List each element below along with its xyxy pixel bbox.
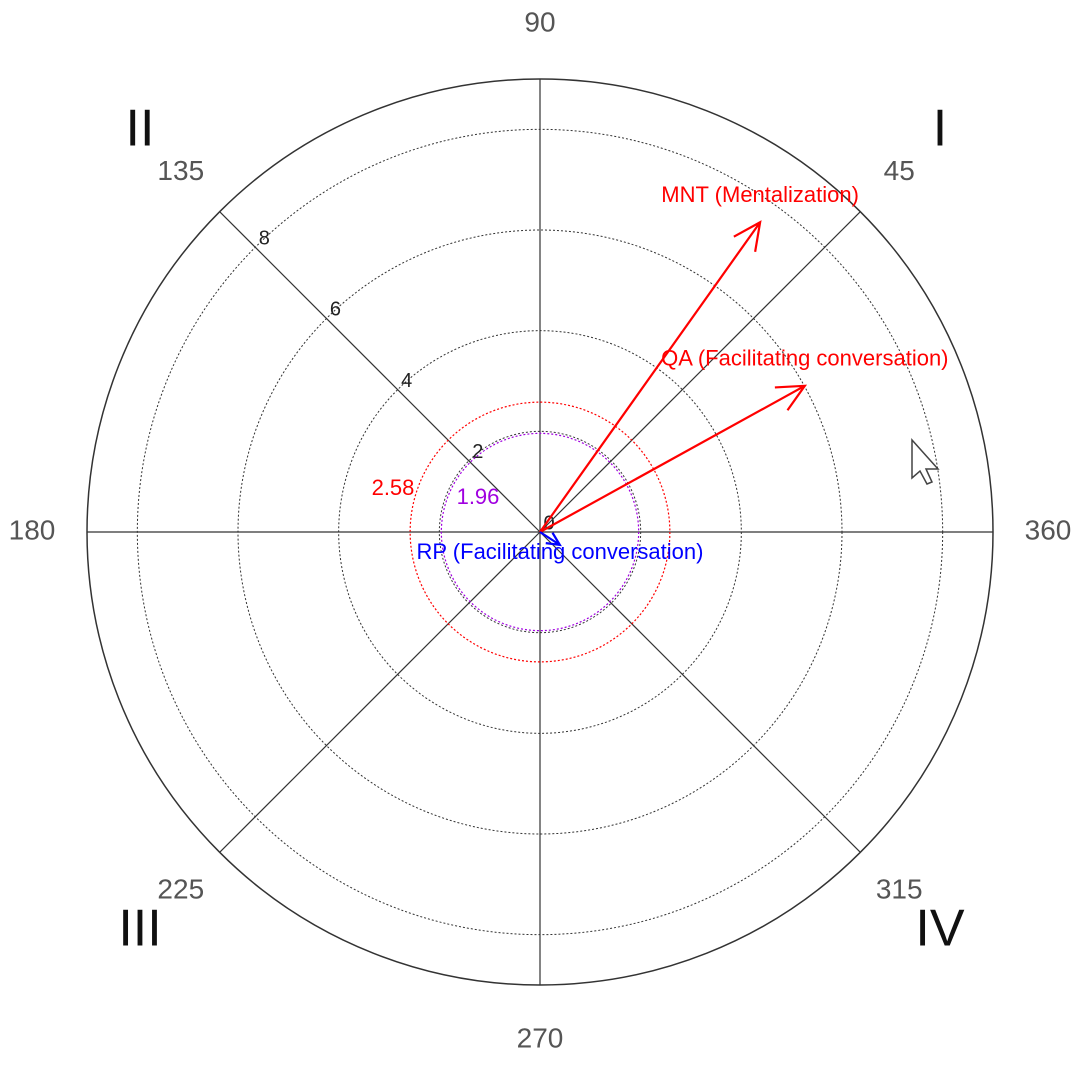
- angle-label: 45: [884, 155, 915, 186]
- r-tick-label: 6: [330, 299, 341, 321]
- quadrant-label: III: [118, 900, 161, 958]
- cursor: [911, 438, 940, 485]
- threshold-ring: [409, 401, 671, 663]
- spoke: [539, 211, 861, 533]
- r-tick-label: 4: [401, 370, 412, 392]
- quadrant-label: II: [126, 100, 155, 158]
- vector-arrow: [539, 384, 808, 533]
- angle-label: 90: [524, 6, 555, 37]
- threshold-label: 1.96: [457, 484, 500, 509]
- spoke: [219, 211, 541, 533]
- angle-label: 315: [876, 874, 923, 905]
- quadrant-label: IV: [915, 900, 964, 958]
- angle-label: 270: [517, 1022, 564, 1053]
- spoke: [219, 531, 541, 853]
- threshold-label: 2.58: [372, 475, 415, 500]
- vector-label: RP (Facilitating conversation): [417, 539, 704, 564]
- vector-arrow: [539, 531, 562, 547]
- vector-label: MNT (Mentalization): [661, 182, 859, 207]
- vector-arrow: [539, 220, 762, 533]
- angle-label: 135: [157, 155, 204, 186]
- angle-label: 180: [9, 514, 56, 545]
- threshold-ring: [440, 432, 640, 632]
- angle-label: 225: [157, 874, 204, 905]
- r-tick-label: 2: [472, 441, 483, 463]
- quadrant-label: I: [933, 100, 947, 158]
- angle-label: 360: [1025, 514, 1072, 545]
- spoke: [539, 531, 861, 853]
- r-tick-label: 8: [259, 228, 270, 250]
- vector-label: QA (Facilitating conversation): [661, 346, 948, 371]
